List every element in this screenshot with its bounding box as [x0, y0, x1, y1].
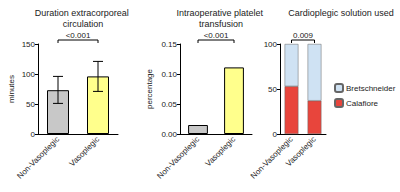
svg-text:Cardioplegic solution used: Cardioplegic solution used: [288, 8, 394, 18]
svg-text:Non-Vasoplegic: Non-Vasoplegic: [248, 134, 295, 181]
svg-text:minutes: minutes: [7, 75, 16, 103]
svg-text:100: 100: [264, 40, 278, 49]
svg-text:percentage: percentage: [145, 68, 154, 109]
svg-text:Vasoplegic: Vasoplegic: [68, 135, 102, 169]
svg-text:Vasoplegic: Vasoplegic: [284, 135, 318, 169]
svg-text:0.15: 0.15: [161, 40, 177, 49]
svg-text:0.009: 0.009: [293, 31, 314, 40]
svg-text:transfusion: transfusion: [199, 19, 243, 29]
svg-text:Calafiore: Calafiore: [346, 99, 379, 108]
svg-text:150: 150: [22, 40, 36, 49]
svg-text:circulation: circulation: [63, 19, 104, 29]
svg-text:0.05: 0.05: [161, 100, 177, 109]
svg-text:50: 50: [26, 100, 35, 109]
svg-text:50: 50: [268, 85, 277, 94]
svg-text:0: 0: [31, 130, 36, 139]
svg-text:<0.001: <0.001: [204, 31, 229, 40]
svg-text:Non-Vasoplegic: Non-Vasoplegic: [15, 135, 61, 181]
svg-text:Vasoplegic: Vasoplegic: [204, 135, 238, 169]
svg-text:Bretschneider: Bretschneider: [346, 84, 396, 93]
svg-text:100: 100: [22, 70, 36, 79]
svg-text:Intraoperative platelet: Intraoperative platelet: [176, 8, 265, 18]
svg-text:0.00: 0.00: [161, 130, 177, 139]
svg-text:<0.001: <0.001: [66, 31, 91, 40]
svg-text:Non-Vasoplegic: Non-Vasoplegic: [155, 135, 201, 181]
svg-text:Duration extracorporeal: Duration extracorporeal: [35, 8, 132, 18]
svg-text:0: 0: [273, 130, 278, 139]
svg-text:0.10: 0.10: [161, 70, 177, 79]
